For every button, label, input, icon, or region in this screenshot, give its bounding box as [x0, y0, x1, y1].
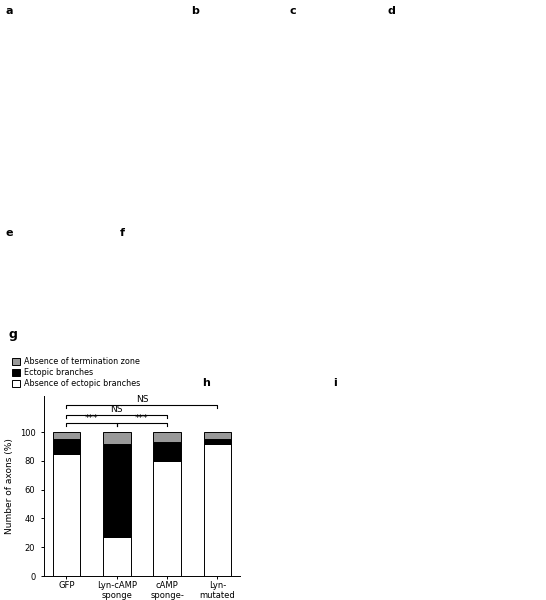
Text: ***: ***: [85, 413, 98, 422]
Bar: [153, 461, 181, 576]
Bar: [103, 443, 130, 537]
Bar: [204, 443, 232, 576]
Bar: [153, 432, 181, 442]
Text: d: d: [388, 6, 395, 16]
Text: i: i: [333, 378, 337, 388]
Text: h: h: [202, 378, 210, 388]
Bar: [103, 537, 130, 576]
Text: e: e: [5, 228, 13, 238]
Bar: [204, 439, 232, 443]
Bar: [52, 432, 80, 439]
Text: f: f: [120, 228, 125, 238]
Bar: [52, 454, 80, 576]
Text: a: a: [5, 6, 13, 16]
Text: g: g: [8, 328, 17, 341]
Bar: [103, 432, 130, 443]
Bar: [204, 432, 232, 439]
Text: ***: ***: [135, 413, 149, 422]
Text: b: b: [191, 6, 199, 16]
Legend: Absence of termination zone, Ectopic branches, Absence of ectopic branches: Absence of termination zone, Ectopic bra…: [13, 358, 140, 388]
Bar: [153, 442, 181, 461]
Text: c: c: [289, 6, 296, 16]
Text: NS: NS: [136, 395, 148, 404]
Text: NS: NS: [110, 405, 123, 414]
Bar: [52, 439, 80, 454]
Y-axis label: Number of axons (%): Number of axons (%): [5, 438, 14, 534]
